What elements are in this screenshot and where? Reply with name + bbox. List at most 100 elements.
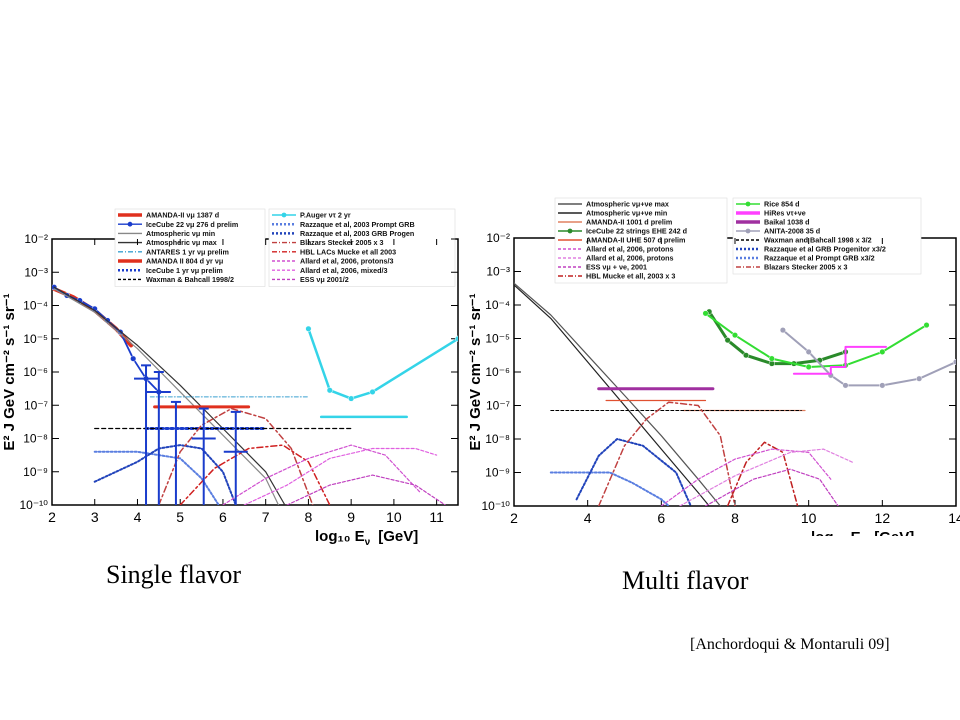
y-axis-label: E² J GeV cm⁻² s⁻¹ sr⁻¹	[1, 293, 18, 450]
series-line	[704, 468, 839, 506]
x-axis-label-sub: ν	[365, 537, 371, 547]
x-tick-label: 10	[386, 509, 402, 525]
x-tick-label: 14	[948, 510, 960, 526]
legend-entry: AMANDA-II UHE 507 d prelim	[586, 236, 685, 245]
y-tick-label: 10⁻²	[486, 231, 510, 245]
legend-entry: ESS νμ 2001/2	[300, 275, 349, 284]
x-tick-label: 11	[429, 509, 444, 525]
legend-entry: Razzaque et al, 2003 Prompt GRB	[300, 220, 415, 229]
x-tick-label: 10	[801, 510, 817, 526]
x-tick-label: 6	[657, 510, 665, 526]
y-tick-label: 10⁻⁸	[485, 432, 510, 446]
x-axis-label-main: log₁₀ E	[811, 529, 861, 536]
series-group	[514, 282, 956, 506]
legend-entry: HiRes ντ+νe	[764, 209, 806, 218]
legend-box	[268, 208, 456, 287]
series-line	[222, 444, 421, 505]
x-tick-label: 3	[91, 509, 99, 525]
data-point	[454, 335, 458, 342]
data-point	[702, 310, 709, 317]
legend-entry: Blazars Stecker 2005 x 3	[300, 238, 384, 247]
x-axis-label-unit: [GeV]	[874, 529, 914, 536]
legend-entry: Atmospheric νμ max	[146, 238, 217, 247]
legend-entry: Baikal 1038 d	[764, 218, 810, 227]
legend-entry: AMANDA II 804 d yr νμ	[146, 257, 223, 266]
series-line	[53, 286, 286, 505]
y-tick-label: 10⁻⁷	[486, 399, 510, 413]
legend-entry: ANTARES 1 yr νμ prelim	[146, 247, 229, 256]
x-axis-label: log₁₀ Eν[GeV]	[315, 528, 418, 547]
x-tick-label: 7	[262, 509, 270, 525]
series-line	[158, 407, 314, 505]
legend-entry: AMANDA-II 1001 d prelim	[586, 218, 672, 227]
series-line	[792, 345, 887, 375]
y-tick-label: 10⁻⁶	[23, 365, 48, 379]
x-tick-label: 4	[134, 509, 142, 525]
data-point	[779, 327, 786, 334]
series-line	[286, 474, 446, 505]
series-line	[93, 450, 220, 505]
legend-entry: HBL LACs Mucke et all 2003	[300, 247, 396, 256]
y-axis-label: E² J GeV cm⁻² s⁻¹ sr⁻¹	[467, 293, 484, 450]
y-tick-label: 10⁻⁹	[23, 465, 48, 479]
series-line	[660, 448, 832, 506]
legend-entry: ANITA-2008 35 d	[764, 227, 820, 236]
legend-marker	[745, 201, 751, 207]
legend-entry: Waxman & Bahcall 1998/2	[146, 275, 234, 284]
x-tick-label: 8	[305, 509, 313, 525]
data-point	[369, 388, 376, 395]
series-line	[597, 401, 736, 506]
legend-entry: ESS νμ + νe, 2001	[586, 263, 647, 272]
caption-single-flavor: Single flavor	[106, 560, 242, 589]
data-point	[305, 325, 312, 332]
data-point	[842, 382, 849, 389]
legend-entry: Allard et al, 2006, protons/3	[300, 257, 393, 266]
legend-entry: Blazars Stecker 2005 x 3	[764, 263, 848, 272]
legend-entry: IceCube 22 νμ 276 d prelim	[146, 220, 238, 229]
legend-box	[732, 197, 922, 275]
series-line	[243, 447, 438, 505]
legend-entry: Atmospheric νμ+νe max	[586, 200, 669, 209]
series-line	[93, 444, 237, 505]
legend-entry: HBL Mucke et all, 2003 x 3	[586, 272, 675, 281]
x-axis-label-main: log₁₀ E	[315, 528, 365, 545]
legend-marker	[745, 228, 751, 234]
data-point	[731, 332, 739, 339]
data-point	[743, 352, 750, 359]
x-tick-label: 12	[875, 510, 891, 526]
legend-entry: IceCube 1 yr νμ prelim	[146, 266, 223, 275]
data-point	[879, 382, 886, 389]
data-point	[130, 355, 137, 362]
y-tick-label: 10⁻³	[486, 265, 510, 279]
legend-box	[554, 197, 728, 284]
data-point	[952, 358, 956, 365]
data-point	[916, 375, 923, 382]
legend-entry: Atmospheric νμ+νe min	[586, 209, 667, 218]
legend-marker	[127, 221, 133, 227]
y-tick-label: 10⁻⁴	[23, 299, 48, 313]
x-tick-label: 8	[731, 510, 739, 526]
legend-entry: Razzaque et al, 2003 GRB Progen	[300, 229, 414, 238]
y-tick-label: 10⁻⁶	[485, 365, 510, 379]
legend-entry: AMANDA-II νμ 1387 d	[146, 211, 219, 220]
legend-entry: Allard et al, 2006, protons	[586, 245, 673, 254]
y-tick-label: 10⁻⁴	[485, 298, 510, 312]
y-tick-label: 10⁻¹⁰	[20, 498, 49, 512]
y-tick-label: 10⁻⁵	[485, 332, 510, 346]
y-tick-label: 10⁻⁸	[23, 432, 48, 446]
legend-entry: P.Auger ντ 2 yr	[300, 211, 351, 220]
data-point	[768, 355, 775, 362]
legend-entry: Rice 854 d	[764, 200, 800, 209]
x-tick-label: 9	[347, 509, 355, 525]
y-tick-label: 10⁻⁵	[23, 332, 48, 346]
legend-entry: Allard et al, 2006, mixed/3	[300, 266, 388, 275]
series-line	[514, 284, 710, 506]
legend-entry: Allard et al, 2006, protons	[586, 254, 673, 263]
series-line	[575, 438, 692, 506]
x-axis-label: log₁₀ Eν[GeV]	[811, 529, 914, 536]
x-tick-label: 5	[176, 509, 184, 525]
x-tick-label: 2	[510, 510, 518, 526]
series-group	[52, 284, 458, 505]
